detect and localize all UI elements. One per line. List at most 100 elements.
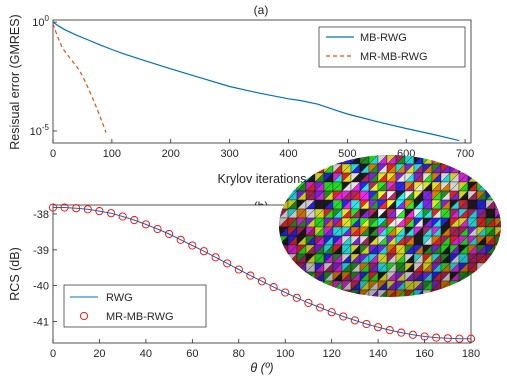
x-tick-label: 20	[93, 348, 105, 360]
mesh-triangle	[494, 253, 501, 264]
data-point-circle	[48, 203, 58, 212]
data-point-circle	[443, 334, 452, 343]
data-point-circle	[466, 334, 476, 343]
data-point-circle	[374, 323, 383, 332]
data-point-circle	[455, 334, 464, 343]
mesh-triangle	[485, 181, 496, 192]
mesh-triangle	[485, 181, 496, 192]
data-point-circle	[350, 316, 359, 325]
mesh-triangle	[485, 271, 496, 282]
mesh-triangle	[494, 262, 501, 273]
data-point-circle	[257, 277, 267, 286]
mesh-triangle	[296, 155, 307, 165]
data-point-circle	[107, 209, 116, 218]
panel-a-y-axis-label: Resisual error (GMRES)	[8, 14, 22, 149]
mesh-triangle	[476, 280, 487, 291]
x-tick-label: 120	[322, 348, 340, 360]
legend-label-mr-mb-rwg-b: MR-MB-RWG	[106, 311, 174, 323]
x-tick-label: 300	[220, 148, 238, 160]
x-tick-label: 180	[462, 348, 480, 360]
mesh-triangle	[494, 163, 501, 174]
mesh-triangle	[476, 271, 487, 282]
legend-swatch-mr-mb-rwg-circle	[79, 311, 89, 321]
series-line-mr-mb-rwg	[52, 23, 107, 133]
mesh-triangle	[494, 271, 501, 282]
mesh-triangle	[305, 163, 316, 174]
data-point-circle	[292, 293, 301, 302]
legend-label-rwg: RWG	[106, 292, 133, 304]
panel-b-legend: RWG MR-MB-RWG	[63, 284, 207, 328]
x-tick-label: 80	[233, 348, 245, 360]
mesh-triangle	[467, 163, 478, 174]
x-tick-label: 700	[456, 148, 474, 160]
panel-a-series	[52, 21, 460, 142]
data-point-circle	[176, 235, 185, 244]
panel-a-x-axis-label: Krylov iterations	[218, 172, 307, 186]
data-point-circle	[316, 303, 325, 312]
mesh-triangle	[476, 289, 487, 297]
data-point-circle	[246, 271, 255, 280]
x-tick-label: 500	[338, 148, 356, 160]
y-tick-label: 10-5	[30, 123, 50, 138]
data-point-circle	[385, 326, 394, 335]
mesh-triangle	[494, 280, 501, 291]
mesh-triangle	[305, 163, 316, 174]
data-point-circle	[420, 332, 429, 341]
panel-a-y-ticks: 100 10-5	[30, 14, 57, 138]
mesh-triangle	[485, 155, 496, 165]
mesh-triangle	[467, 163, 478, 174]
mesh-triangle	[485, 289, 496, 297]
data-point-circle	[188, 241, 197, 250]
mesh-triangle	[485, 163, 496, 174]
mesh-triangle	[494, 280, 501, 291]
mesh-triangle	[485, 271, 496, 282]
mesh-triangle	[494, 289, 501, 297]
panel-a-legend-box	[318, 26, 466, 68]
mesh-triangle	[476, 289, 487, 297]
data-point-circle	[199, 247, 208, 256]
panel-a-legend: MB-RWG MR-MB-RWG	[318, 26, 466, 68]
mesh-triangle	[494, 155, 501, 165]
mesh-triangle	[485, 280, 496, 291]
mesh-triangle	[494, 190, 501, 201]
x-tick-label: 200	[162, 148, 180, 160]
data-point-circle	[304, 298, 313, 307]
mesh-triangle	[494, 181, 501, 192]
mesh-triangle	[494, 172, 501, 183]
mesh-triangle	[279, 190, 289, 201]
x-tick-label: 100	[103, 148, 121, 160]
mesh-triangle	[476, 163, 487, 174]
mesh-triangle	[305, 155, 316, 165]
panel-b-x-ticks: 0 20 40 60 80 100 120 140 160 180	[50, 339, 480, 360]
y-tick-label: -40	[33, 281, 49, 293]
data-point-circle	[339, 312, 348, 321]
series-line-mb-rwg	[52, 21, 460, 142]
mesh-triangle	[494, 244, 501, 255]
mesh-triangle	[494, 253, 501, 264]
mesh-triangle	[305, 155, 316, 165]
panel-b-x-axis-label: θ (º)	[250, 361, 273, 375]
mesh-triangle	[494, 262, 501, 273]
mesh-triangle	[314, 155, 325, 165]
panel-b-y-ticks: -38 -39 -40 -41	[33, 209, 57, 328]
mesh-triangle	[485, 262, 496, 273]
data-point-circle	[95, 207, 104, 216]
mesh-triangle	[476, 271, 487, 282]
mesh-triangle	[323, 155, 334, 165]
data-point-circle	[141, 220, 150, 229]
data-point-circle	[269, 283, 278, 292]
mesh-triangle	[314, 155, 325, 165]
mesh-triangle	[476, 163, 487, 174]
data-point-circle	[153, 224, 162, 234]
mesh-triangle	[323, 155, 334, 165]
mesh-triangle	[440, 155, 451, 165]
y-tick-label: -41	[33, 316, 49, 328]
x-tick-label: 160	[415, 348, 433, 360]
x-tick-label: 140	[369, 348, 387, 360]
legend-label-mr-mb-rwg: MR-MB-RWG	[360, 51, 428, 63]
mesh-triangle	[485, 280, 496, 291]
x-tick-label: 40	[140, 348, 152, 360]
mesh-triangle	[485, 163, 496, 174]
data-point-circle	[408, 330, 417, 339]
mesh-triangle	[494, 289, 501, 297]
